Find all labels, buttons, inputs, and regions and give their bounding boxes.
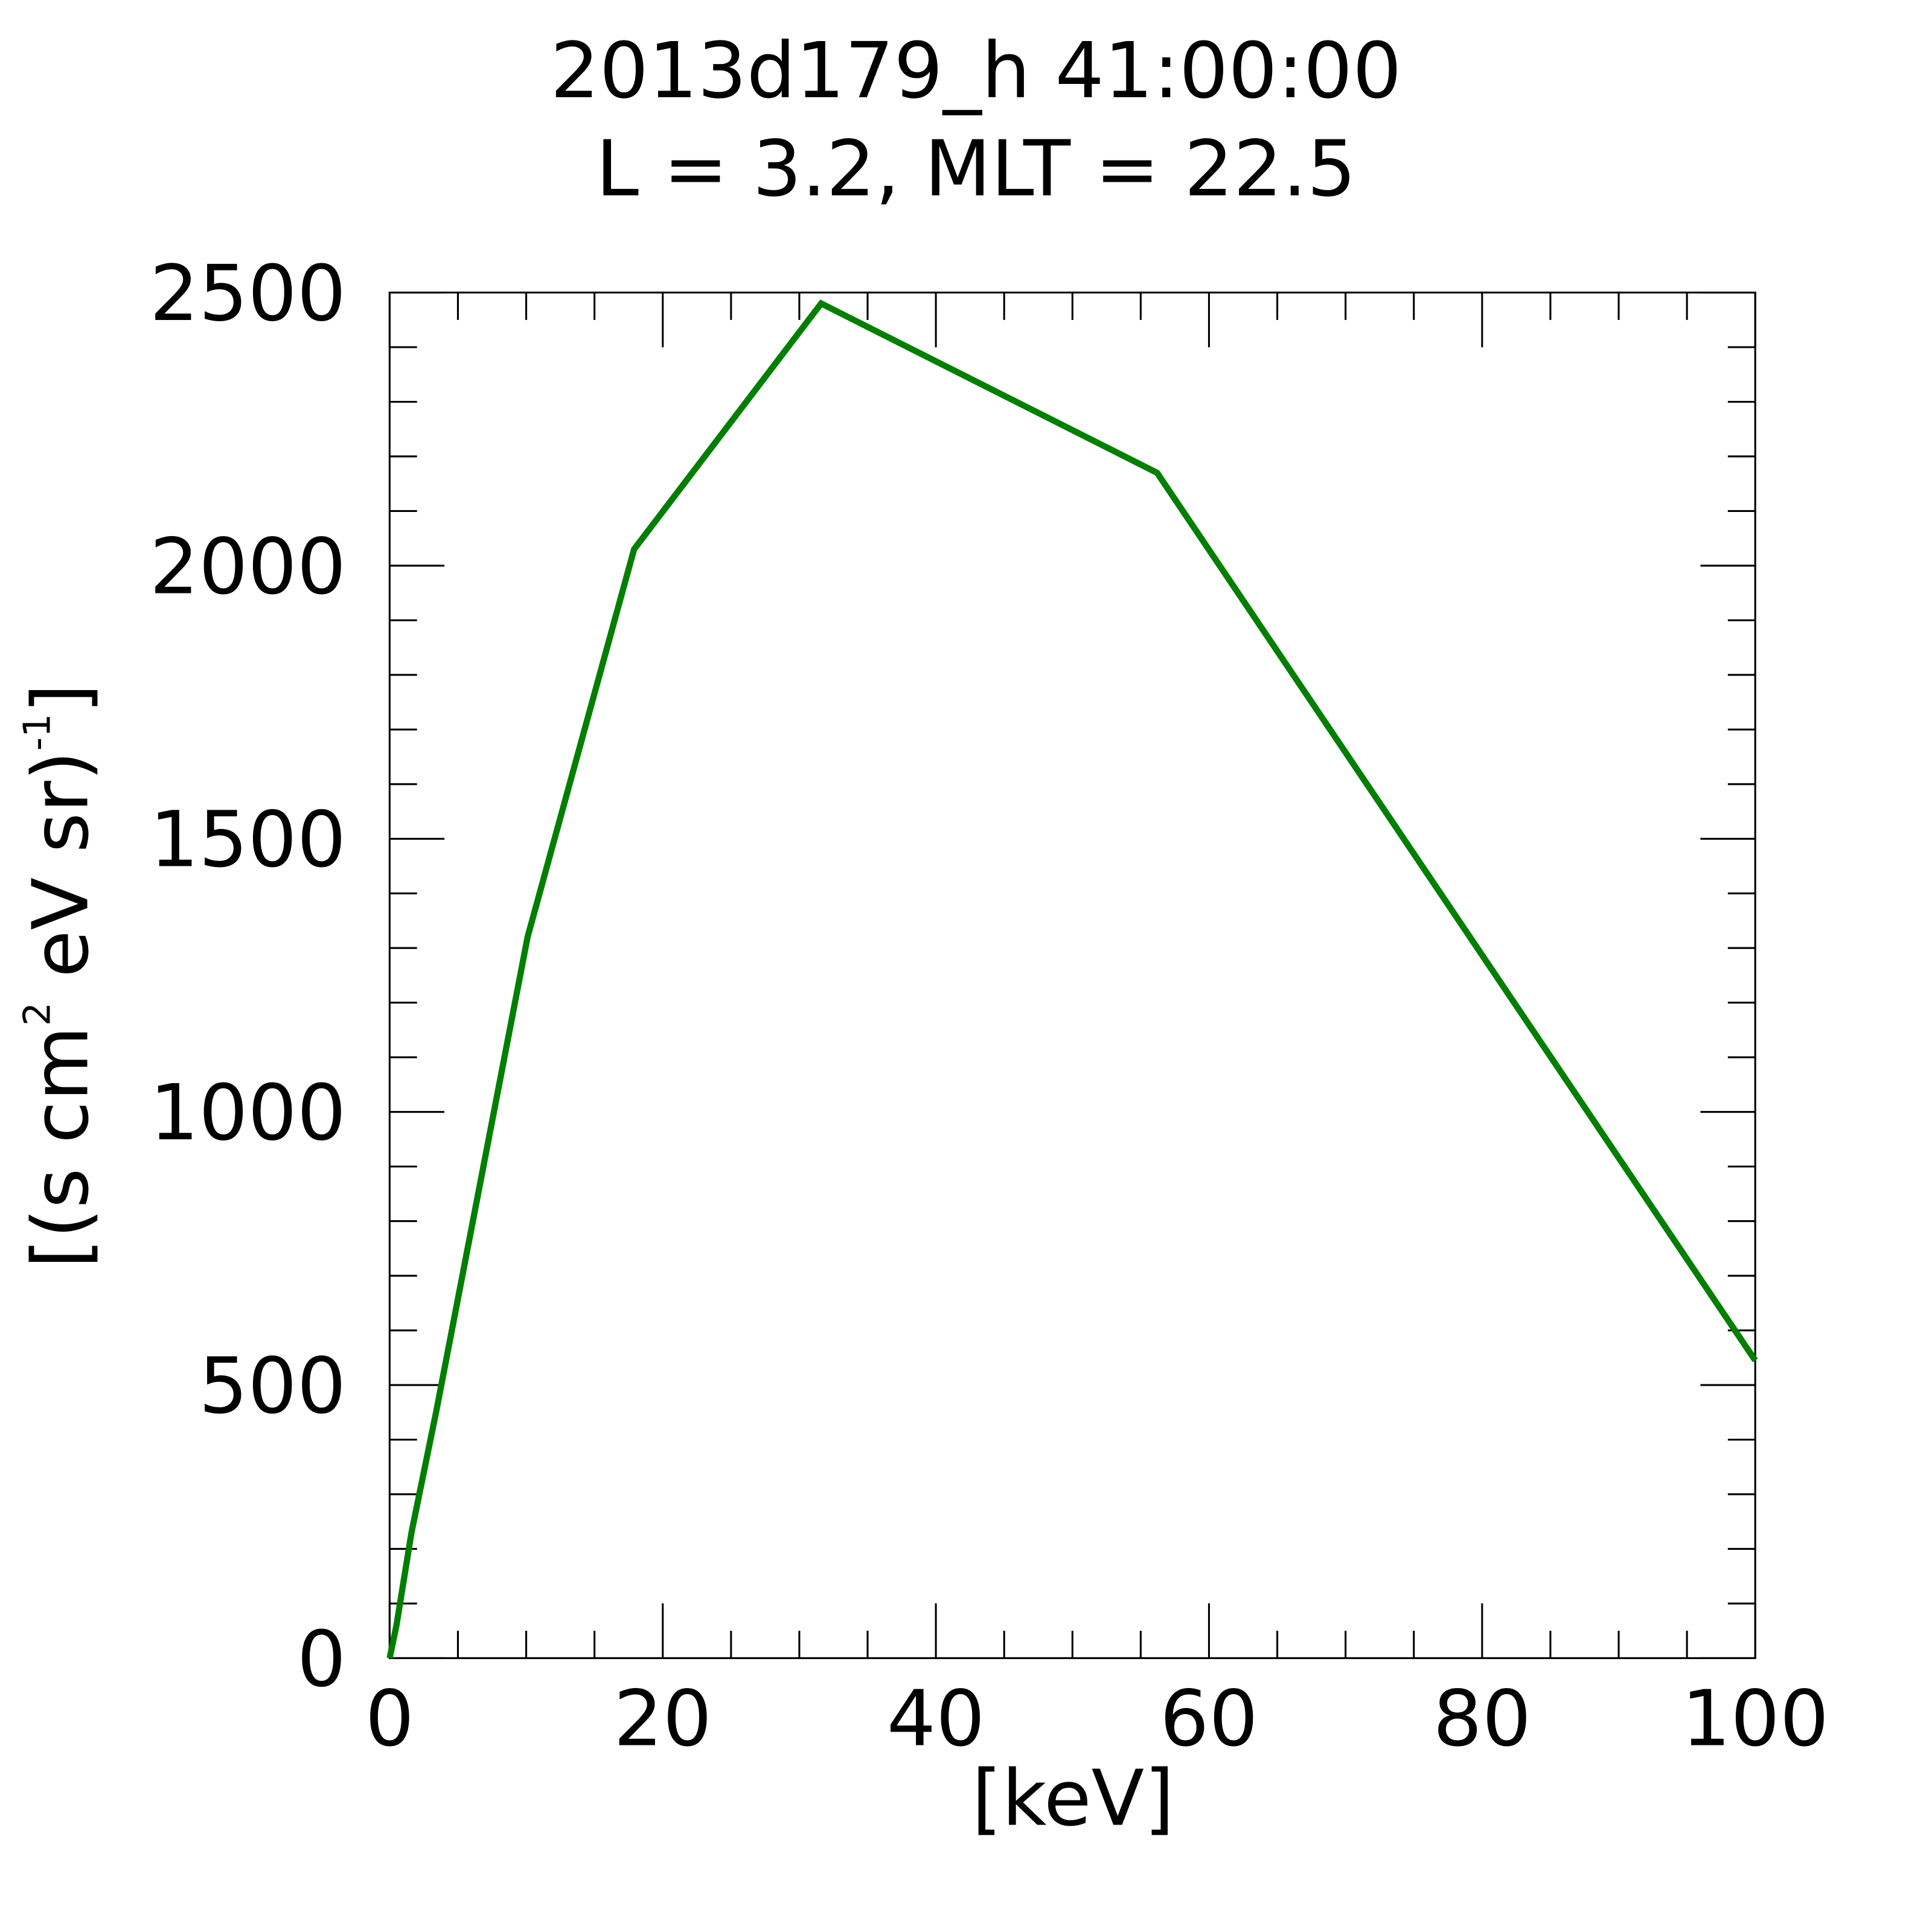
y-tick-label: 2500 bbox=[150, 249, 346, 339]
x-tick-label: 100 bbox=[1681, 1674, 1829, 1764]
plot-frame bbox=[388, 291, 1756, 1659]
x-axis-label: [keV] bbox=[972, 1754, 1174, 1844]
x-tick-label: 80 bbox=[1433, 1674, 1532, 1764]
chart-subtitle: L = 3.2, MLT = 22.5 bbox=[596, 124, 1356, 214]
y-tick-label: 1000 bbox=[150, 1068, 346, 1158]
y-tick-label: 0 bbox=[297, 1614, 346, 1704]
series-line-flux bbox=[386, 299, 1758, 1659]
x-tick-label: 0 bbox=[365, 1674, 414, 1764]
y-tick-label: 2000 bbox=[150, 522, 346, 612]
y-axis-label: [(s cm2 eV sr)-1] bbox=[15, 683, 106, 1268]
y-tick-label: 1500 bbox=[150, 795, 346, 885]
chart-title: 2013d179_h 41:00:00 bbox=[550, 26, 1401, 116]
x-tick-label: 60 bbox=[1160, 1674, 1258, 1764]
y-tick-label: 500 bbox=[199, 1341, 346, 1431]
x-tick-label: 20 bbox=[613, 1674, 712, 1764]
x-tick-label: 40 bbox=[887, 1674, 985, 1764]
